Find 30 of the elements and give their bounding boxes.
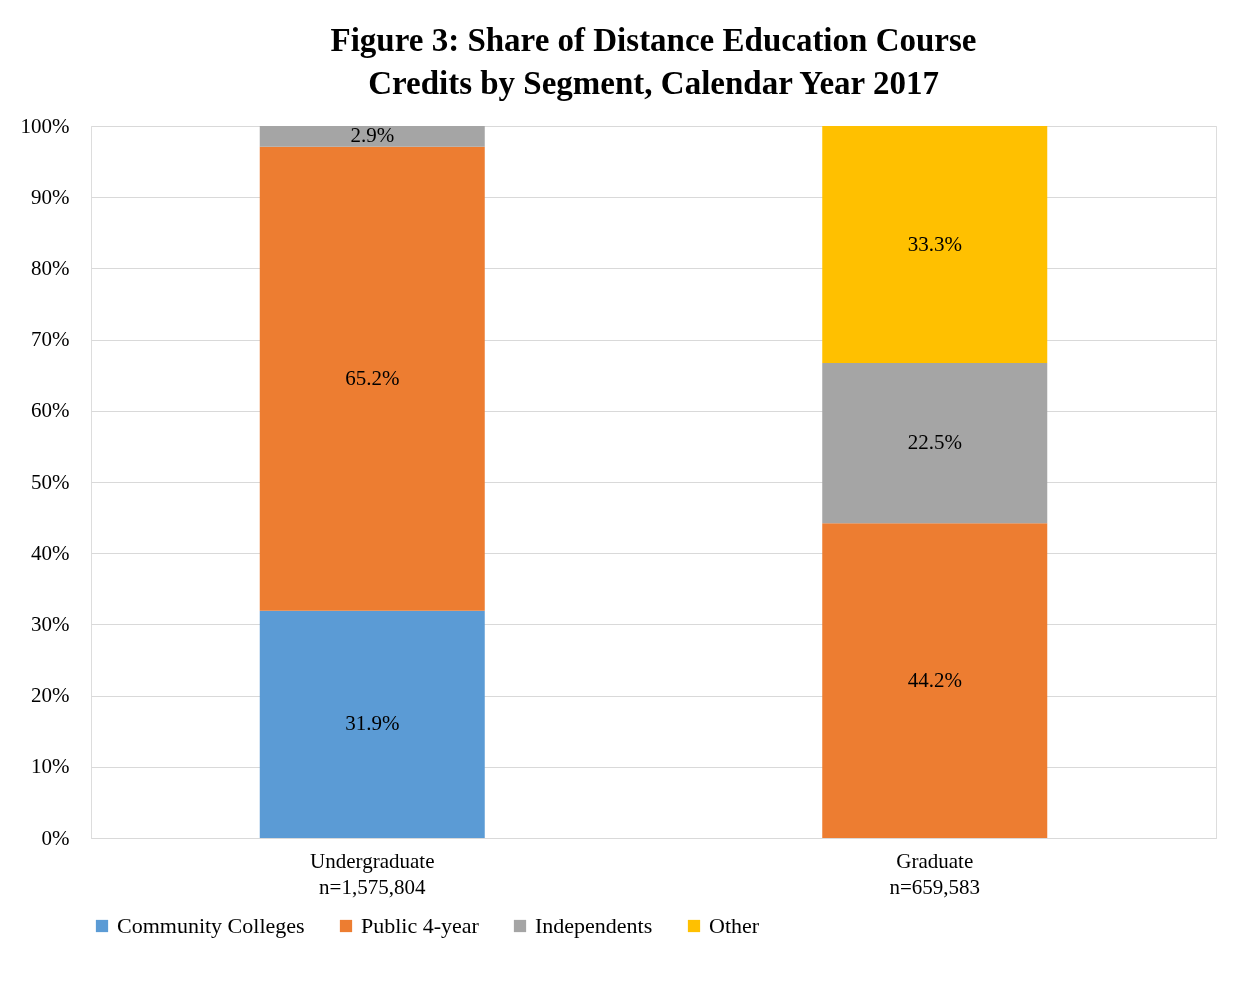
- chart-title: Figure 3: Share of Distance Education Course Credits by Segment, Calendar Year 2017: [330, 22, 977, 101]
- legend-label: Other: [709, 913, 760, 938]
- data-label: 33.3%: [907, 231, 962, 256]
- data-label: 65.2%: [345, 365, 400, 390]
- y-tick-label: 40%: [31, 540, 70, 565]
- y-tick-label: 20%: [31, 683, 70, 708]
- bar: [822, 363, 1048, 524]
- data-label: 22.5%: [907, 430, 962, 455]
- bar: [822, 126, 1048, 364]
- bar: [259, 146, 485, 611]
- data-label: 44.2%: [907, 667, 962, 692]
- y-tick-label: 90%: [31, 184, 70, 209]
- y-tick-label: 60%: [31, 398, 70, 423]
- y-tick-label: 100%: [20, 113, 70, 138]
- data-label: 2.9%: [350, 123, 395, 148]
- x-tick-label: Graduate n=659,583: [889, 848, 981, 899]
- x-tick-label: Undergraduate n=1,575,804: [310, 848, 435, 899]
- bar: [822, 523, 1048, 838]
- bar: [259, 126, 485, 147]
- legend-label: Independents: [535, 913, 653, 938]
- legend-label: Community Colleges: [117, 913, 305, 938]
- y-tick-label: 30%: [31, 611, 70, 636]
- legend-label: Public 4-year: [361, 913, 480, 938]
- data-label: 31.9%: [345, 711, 400, 736]
- y-tick-label: 70%: [31, 327, 70, 352]
- y-tick-label: 80%: [31, 255, 70, 280]
- y-tick-label: 0%: [41, 825, 70, 850]
- bar: [259, 610, 485, 838]
- y-tick-label: 10%: [31, 754, 70, 779]
- y-tick-label: 50%: [31, 469, 70, 494]
